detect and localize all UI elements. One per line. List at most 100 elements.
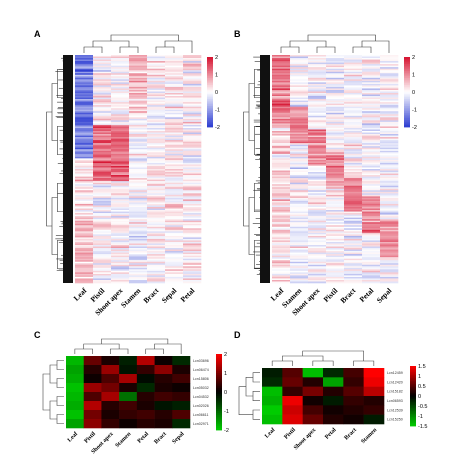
heatmap-cell — [129, 115, 148, 118]
heatmap-cell — [165, 264, 184, 267]
heatmap-cell — [308, 68, 327, 71]
heatmap-cell — [111, 228, 130, 231]
heatmap-cell — [380, 229, 399, 232]
heatmap-cell — [290, 241, 309, 244]
heatmap-cell — [183, 83, 202, 86]
heatmap-cell — [380, 143, 399, 145]
column-label: Pistil — [84, 431, 98, 445]
heatmap-cell — [362, 131, 381, 133]
heatmap-cell — [308, 124, 327, 127]
heatmap-cell — [183, 199, 202, 202]
heatmap-cell — [272, 255, 291, 258]
heatmap-cell — [362, 237, 381, 240]
heatmap-cell — [93, 261, 112, 264]
heatmap-cell — [290, 234, 309, 237]
heatmap-cell — [183, 62, 202, 65]
heatmap-cell — [111, 94, 130, 97]
column-label: Sepal — [160, 286, 179, 305]
heatmap-cell — [326, 269, 345, 272]
heatmap-cell — [380, 59, 399, 62]
row-dendrogram-mass — [260, 55, 270, 283]
heatmap-cell — [111, 73, 130, 76]
heatmap-cell — [344, 105, 363, 107]
heatmap-cell — [75, 238, 94, 241]
column-dendrogram-branch — [119, 46, 139, 53]
colorbar-segment — [207, 83, 213, 86]
heatmap-cell — [272, 105, 291, 107]
heatmap-cell — [111, 219, 130, 221]
heatmap-cell — [183, 276, 202, 279]
heatmap-cell — [326, 211, 345, 214]
heatmap-cell — [147, 188, 166, 191]
heatmap-cell — [344, 94, 363, 97]
heatmap-cell — [93, 89, 112, 92]
heatmap-cell — [380, 91, 399, 94]
column-dendrogram-branch — [145, 348, 164, 354]
heatmap-cell — [344, 106, 363, 109]
heatmap-cell — [290, 196, 309, 199]
heatmap-cell — [75, 164, 94, 167]
heatmap-cell — [362, 121, 381, 124]
row-dendrogram-branch — [42, 373, 50, 411]
heatmap-cell — [111, 164, 130, 167]
heatmap-cell — [75, 270, 94, 273]
heatmap-cell — [165, 71, 184, 74]
heatmap-cell — [344, 150, 363, 153]
heatmap-cell — [272, 159, 291, 162]
row-dendrogram-branch — [254, 68, 260, 99]
heatmap-cell — [129, 249, 148, 252]
heatmap-cell — [362, 126, 381, 129]
heatmap-cell — [290, 252, 309, 255]
heatmap-cell — [362, 243, 381, 246]
heatmap-cell — [326, 88, 345, 91]
heatmap-cell — [183, 257, 202, 259]
heatmap-cell — [165, 240, 184, 243]
heatmap-cell — [147, 79, 166, 82]
heatmap-cell — [165, 238, 184, 241]
heatmap-cell — [380, 159, 399, 162]
heatmap-cell — [66, 374, 85, 384]
heatmap-cell — [165, 187, 184, 190]
heatmap-cell — [75, 64, 94, 66]
heatmap-cell — [308, 120, 327, 123]
heatmap-cell — [183, 97, 202, 100]
heatmap-cell — [344, 118, 363, 121]
heatmap-cell — [66, 392, 85, 402]
heatmap-cell — [111, 99, 130, 101]
heatmap-cell — [183, 196, 202, 199]
heatmap-cell — [129, 202, 148, 205]
row-dendrogram-branch — [248, 83, 255, 141]
heatmap-cell — [362, 254, 381, 256]
heatmap-cell — [362, 99, 381, 101]
heatmap-cell — [129, 182, 148, 185]
heatmap-cell — [282, 405, 303, 415]
heatmap-cell — [326, 112, 345, 115]
heatmap-cell — [344, 80, 363, 83]
heatmap-cell — [165, 170, 184, 173]
heatmap-cell — [183, 114, 202, 117]
colorbar-segment — [404, 106, 410, 109]
heatmap-cell — [380, 134, 399, 136]
heatmap-cell — [147, 214, 166, 217]
heatmap-cell — [344, 88, 363, 91]
heatmap-cell — [380, 267, 399, 270]
heatmap-cell — [154, 401, 173, 411]
heatmap-cell — [362, 261, 381, 264]
heatmap-cell — [272, 235, 291, 238]
heatmap-cell — [93, 173, 112, 176]
heatmap-cell — [147, 202, 166, 205]
heatmap-cell — [308, 135, 327, 138]
heatmap-cell — [93, 216, 112, 218]
heatmap-cell — [326, 251, 345, 253]
colorbar-segment — [410, 367, 416, 370]
heatmap-cell — [326, 83, 345, 86]
colorbar-segment — [404, 97, 410, 100]
heatmap-cell — [147, 88, 166, 91]
heatmap-cell — [290, 127, 309, 130]
heatmap-cell — [344, 155, 363, 158]
heatmap-cell — [344, 91, 363, 94]
colorbar-segment — [207, 114, 213, 117]
heatmap-cell — [362, 68, 381, 71]
heatmap-cell — [326, 279, 345, 282]
heatmap-cell — [344, 162, 363, 165]
